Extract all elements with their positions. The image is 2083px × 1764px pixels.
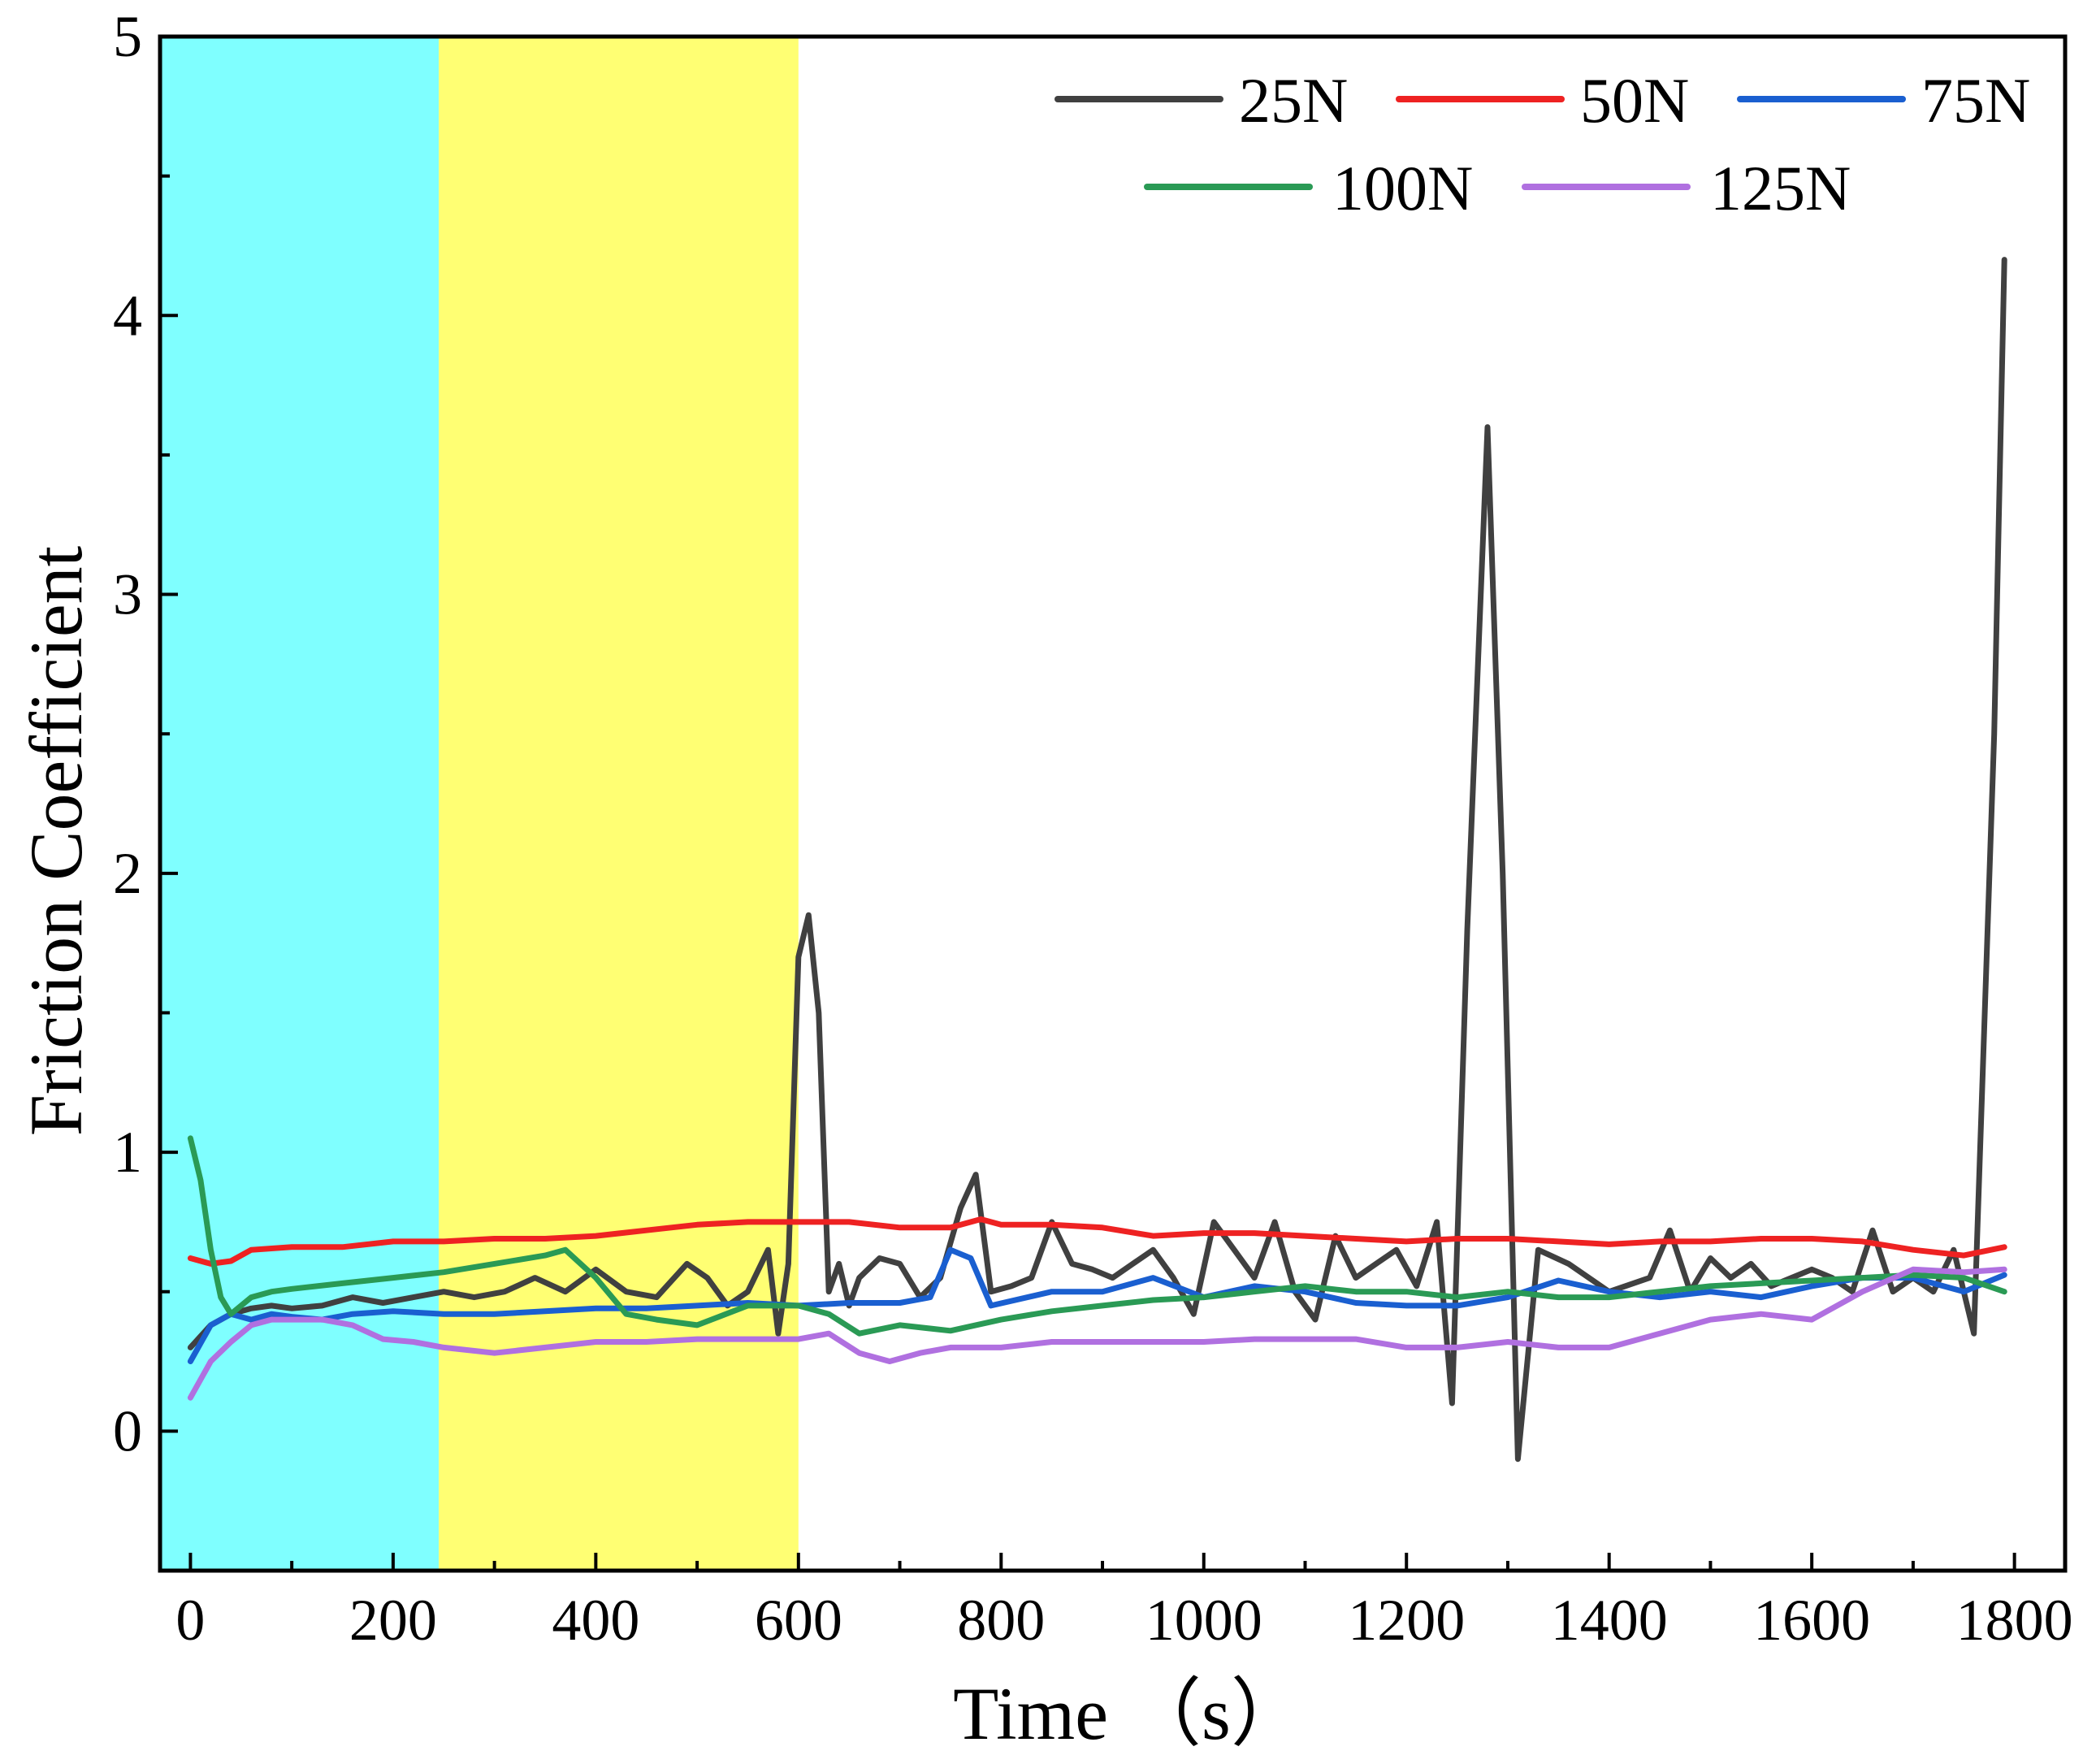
series-line-50n	[187, 1216, 2007, 1267]
axes: 0 200 400 600 800 1000 1200 1400 1600 1800 0 1 2 3 4 5	[113, 4, 2073, 1653]
x-tick-label: 600	[755, 1588, 842, 1653]
plot-frame	[158, 34, 2068, 1573]
x-tick-label: 1800	[1956, 1588, 2073, 1653]
series-line-75n	[187, 1246, 2007, 1364]
y-tick-label: 0	[113, 1398, 142, 1463]
legend-label-125n: 125N	[1710, 153, 1851, 223]
x-axis-title: Time （s）	[953, 1672, 1306, 1755]
series-line-125n	[187, 1266, 2007, 1401]
x-tick-label: 1200	[1348, 1588, 1465, 1653]
series-line-100n	[187, 1135, 2007, 1337]
legend-label-25n: 25N	[1239, 65, 1348, 136]
x-tick-label: 0	[175, 1588, 205, 1653]
legend-label-100n: 100N	[1332, 153, 1473, 223]
y-tick-label: 1	[113, 1120, 142, 1185]
y-tick-label: 3	[113, 562, 142, 627]
legend-label-75n: 75N	[1921, 65, 2030, 136]
x-tick-label: 1400	[1551, 1588, 1668, 1653]
x-tick-label: 400	[552, 1588, 639, 1653]
y-tick-label: 4	[113, 283, 142, 348]
y-tick-label: 5	[113, 4, 142, 69]
x-tick-label: 200	[349, 1588, 437, 1653]
y-tick-label: 2	[113, 841, 142, 906]
series-line-25n	[187, 257, 2007, 1463]
x-tick-label: 1000	[1145, 1588, 1262, 1653]
x-tick-label: 800	[957, 1588, 1045, 1653]
legend: 25N 50N 75N 100N 125N	[1054, 65, 2030, 223]
legend-label-50n: 50N	[1580, 65, 1689, 136]
x-tick-label: 1600	[1753, 1588, 1870, 1653]
series-lines	[187, 257, 2007, 1463]
y-axis-title: Friction Coefficient	[15, 545, 97, 1136]
